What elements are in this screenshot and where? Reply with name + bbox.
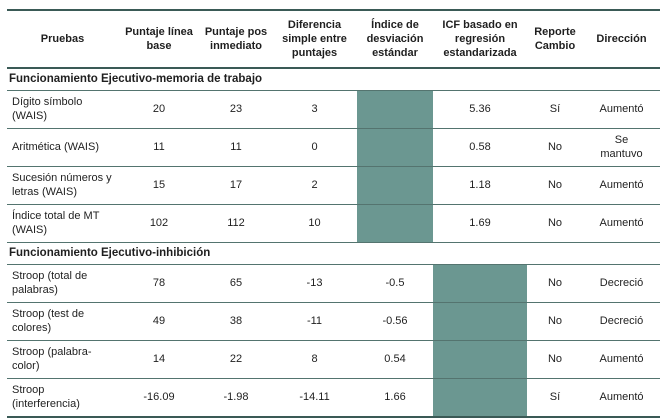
cell-post-score: 38 (200, 301, 272, 341)
cell-baseline-score: -16.09 (118, 377, 200, 417)
cell-direction: Decreció (583, 263, 660, 303)
column-header-test-name: Pruebas (7, 10, 118, 69)
section-header: Funcionamiento Ejecutivo-inhibición (7, 241, 660, 265)
cell-change-report: No (527, 127, 583, 167)
cell-sd-index (357, 89, 433, 129)
cell-simple-difference: 2 (272, 165, 357, 205)
cell-test-name: Stroop (palabra-color) (7, 339, 118, 379)
cell-post-score: 22 (200, 339, 272, 379)
table-row: Sucesión números y letras (WAIS) 15 17 2 1.1… (7, 165, 660, 205)
table-row: Stroop (total de palabras) 78 65 -13 -0.5 No D… (7, 263, 660, 303)
cell-baseline-score: 15 (118, 165, 200, 205)
cell-change-report: No (527, 263, 583, 303)
cell-icf-regression (433, 263, 527, 303)
cell-test-name: Dígito símbolo (WAIS) (7, 89, 118, 129)
section-row: Funcionamiento Ejecutivo-inhibición (7, 241, 660, 265)
cell-icf-regression: 1.69 (433, 203, 527, 243)
cell-icf-regression: 5.36 (433, 89, 527, 129)
table-row: Stroop (interferencia) -16.09 -1.98 -14.11 1… (7, 377, 660, 417)
cell-change-report: Sí (527, 377, 583, 417)
cell-simple-difference: 8 (272, 339, 357, 379)
cell-baseline-score: 11 (118, 127, 200, 167)
cell-post-score: 17 (200, 165, 272, 205)
cell-simple-difference: -13 (272, 263, 357, 303)
table-row: Índice total de MT (WAIS) 102 112 10 1.69 No A… (7, 203, 660, 243)
cell-sd-index: -0.5 (357, 263, 433, 303)
cell-sd-index: 1.66 (357, 377, 433, 417)
cell-change-report: No (527, 165, 583, 205)
table-row: Aritmética (WAIS) 11 11 0 0.58 No Se mantuvo (7, 127, 660, 167)
cell-icf-regression (433, 339, 527, 379)
column-header-simple-difference: Diferencia simple entre puntajes (272, 10, 357, 69)
cell-sd-index (357, 127, 433, 167)
cell-simple-difference: -14.11 (272, 377, 357, 417)
cell-icf-regression: 0.58 (433, 127, 527, 167)
column-header-direction: Dirección (583, 10, 660, 69)
cell-baseline-score: 49 (118, 301, 200, 341)
cell-direction: Aumentó (583, 203, 660, 243)
column-header-sd-index: Índice de desviación estándar (357, 10, 433, 69)
cell-baseline-score: 20 (118, 89, 200, 129)
cell-change-report: No (527, 203, 583, 243)
cell-baseline-score: 14 (118, 339, 200, 379)
table-row: Dígito símbolo (WAIS) 20 23 3 5.36 Sí Aumentó (7, 89, 660, 129)
cell-sd-index: -0.56 (357, 301, 433, 341)
cell-direction: Aumentó (583, 165, 660, 205)
column-header-change-report: Reporte Cambio (527, 10, 583, 69)
cell-change-report: Sí (527, 89, 583, 129)
cell-post-score: 112 (200, 203, 272, 243)
cell-icf-regression (433, 377, 527, 417)
cell-test-name: Stroop (test de colores) (7, 301, 118, 341)
cell-post-score: 11 (200, 127, 272, 167)
cell-baseline-score: 78 (118, 263, 200, 303)
cell-sd-index (357, 203, 433, 243)
column-header-post-score: Puntaje pos inmediato (200, 10, 272, 69)
results-table: Pruebas Puntaje línea base Puntaje pos inm… (7, 9, 660, 418)
cell-direction: Aumentó (583, 377, 660, 417)
column-header-icf-regression: ICF basado en regresión estandarizada (433, 10, 527, 69)
cell-sd-index: 0.54 (357, 339, 433, 379)
cell-icf-regression: 1.18 (433, 165, 527, 205)
cell-direction: Aumentó (583, 89, 660, 129)
cell-test-name: Stroop (interferencia) (7, 377, 118, 417)
cell-sd-index (357, 165, 433, 205)
cell-direction: Aumentó (583, 339, 660, 379)
cell-post-score: -1.98 (200, 377, 272, 417)
cell-simple-difference: 10 (272, 203, 357, 243)
cell-test-name: Aritmética (WAIS) (7, 127, 118, 167)
table-row: Stroop (test de colores) 49 38 -11 -0.56 No De… (7, 301, 660, 341)
cell-direction: Decreció (583, 301, 660, 341)
cell-post-score: 23 (200, 89, 272, 129)
cell-change-report: No (527, 339, 583, 379)
cell-simple-difference: 3 (272, 89, 357, 129)
header-row: Pruebas Puntaje línea base Puntaje pos inm… (7, 10, 660, 69)
cell-direction: Se mantuvo (583, 127, 660, 167)
cell-simple-difference: 0 (272, 127, 357, 167)
table-body: Funcionamiento Ejecutivo-memoria de trab… (7, 67, 660, 417)
cell-test-name: Índice total de MT (WAIS) (7, 203, 118, 243)
cell-baseline-score: 102 (118, 203, 200, 243)
table-row: Stroop (palabra-color) 14 22 8 0.54 No Aumentó (7, 339, 660, 379)
section-header: Funcionamiento Ejecutivo-memoria de trab… (7, 67, 660, 91)
cell-post-score: 65 (200, 263, 272, 303)
cell-test-name: Sucesión números y letras (WAIS) (7, 165, 118, 205)
column-header-baseline-score: Puntaje línea base (118, 10, 200, 69)
cell-change-report: No (527, 301, 583, 341)
cell-test-name: Stroop (total de palabras) (7, 263, 118, 303)
cell-icf-regression (433, 301, 527, 341)
section-row: Funcionamiento Ejecutivo-memoria de trab… (7, 67, 660, 91)
cell-simple-difference: -11 (272, 301, 357, 341)
